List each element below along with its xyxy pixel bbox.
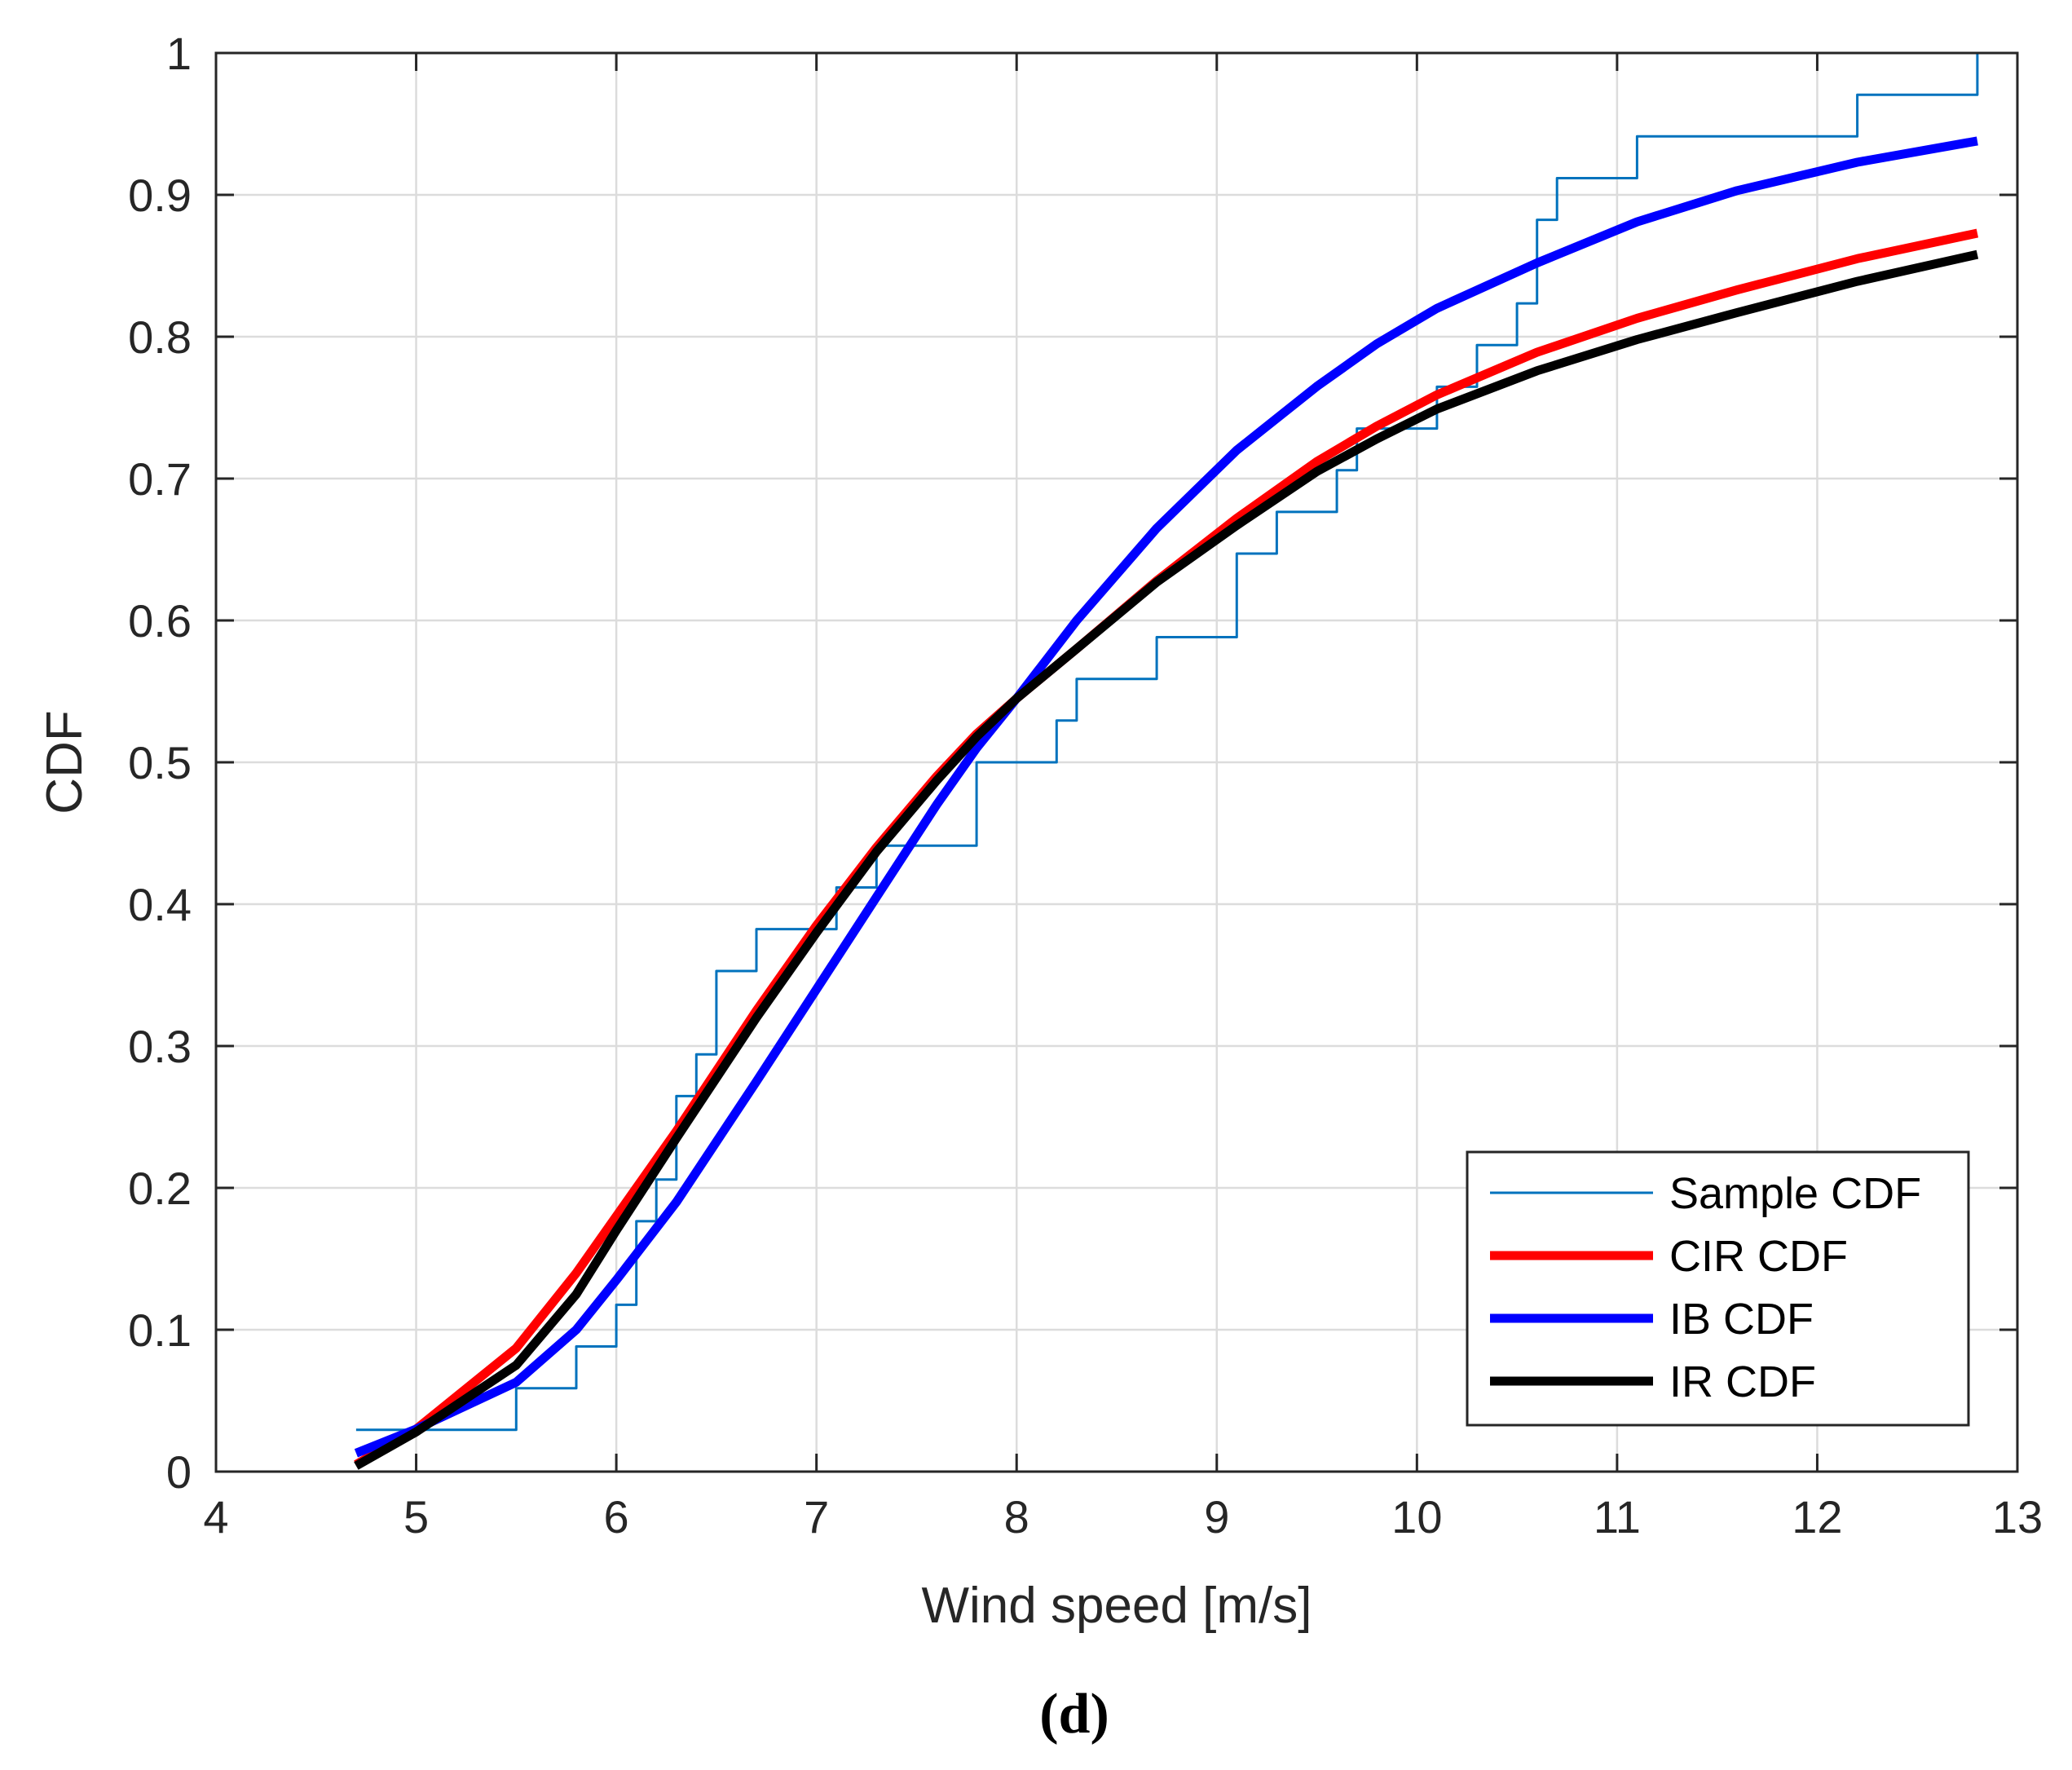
x-tick-labels: 4 5 6 7 8 9 10 11 12 13 [203, 1491, 2043, 1543]
series-group [354, 53, 1979, 1470]
series-line-sample-cdf [355, 53, 1979, 1432]
figure-caption: (d) [1039, 1683, 1109, 1746]
y-tick-label: 0.2 [128, 1163, 192, 1214]
y-tick-label: 0.8 [128, 311, 192, 363]
y-tick-label: 0 [166, 1446, 192, 1498]
ticks [214, 51, 2019, 1473]
x-tick-label: 11 [1594, 1491, 1641, 1543]
legend: Sample CDF CIR CDF IB CDF IR CDF [1466, 1150, 1970, 1427]
y-tick-label: 0.1 [128, 1304, 192, 1356]
legend-label-cir-cdf: CIR CDF [1669, 1232, 1848, 1281]
x-tick-label: 9 [1204, 1491, 1229, 1543]
y-tick-label: 0.9 [128, 170, 192, 221]
x-tick-label: 5 [403, 1491, 429, 1543]
x-tick-label: 13 [1992, 1491, 2043, 1543]
x-tick-label: 10 [1391, 1491, 1442, 1543]
x-tick-label: 4 [203, 1491, 228, 1543]
y-tick-label: 0.6 [128, 595, 192, 647]
x-tick-label: 8 [1004, 1491, 1029, 1543]
x-tick-label: 6 [604, 1491, 629, 1543]
y-tick-label: 0.3 [128, 1021, 192, 1072]
legend-label-ib-cdf: IB CDF [1669, 1295, 1814, 1344]
y-tick-label: 0.5 [128, 737, 192, 788]
x-axis-title: Wind speed [m/s] [922, 1578, 1312, 1634]
y-tick-label: 0.4 [128, 879, 192, 930]
series-line-ir-cdf [354, 249, 1979, 1470]
y-tick-labels: 0 0.1 0.2 0.3 0.4 0.5 0.6 0.7 0.8 0.9 1 [128, 28, 192, 1498]
x-tick-label: 7 [804, 1491, 829, 1543]
legend-label-ir-cdf: IR CDF [1669, 1357, 1816, 1406]
y-tick-label: 1 [166, 28, 192, 79]
legend-label-sample-cdf: Sample CDF [1669, 1169, 1921, 1218]
x-tick-label: 12 [1792, 1491, 1842, 1543]
y-axis-title: CDF [37, 710, 93, 814]
y-tick-label: 0.7 [128, 453, 192, 505]
